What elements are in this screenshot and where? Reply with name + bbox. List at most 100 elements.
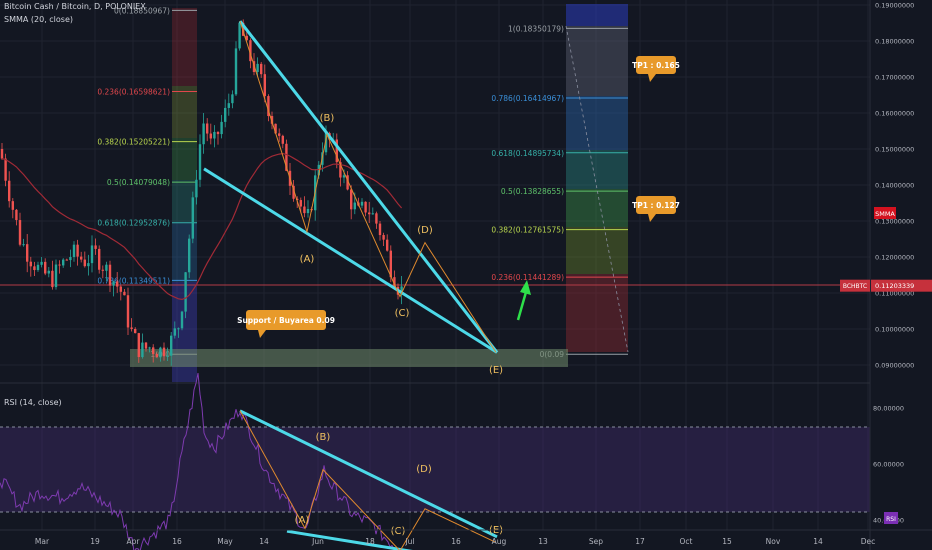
candle-body — [386, 239, 389, 251]
rsi-line — [0, 373, 397, 550]
candle-body — [159, 347, 162, 358]
fib-level-label: 0.382(0.12761575) — [491, 226, 564, 235]
current-price-value: 0.11203339 — [875, 282, 914, 290]
candle-body — [378, 223, 382, 236]
candle-body — [393, 277, 396, 287]
wave-label: (C) — [395, 308, 410, 319]
smma-line — [1, 152, 403, 301]
candle-body — [119, 286, 122, 292]
candle-body — [155, 353, 158, 358]
candle-body — [224, 107, 227, 122]
candle-body — [173, 328, 176, 336]
price-tick-label: 0.10000000 — [875, 326, 914, 334]
candle-body — [184, 272, 187, 312]
rsi-wedge-lower-line — [286, 529, 413, 550]
candle-body — [267, 96, 270, 117]
candle-body — [58, 264, 61, 266]
candle-body — [76, 244, 79, 257]
fib-zone — [566, 26, 628, 96]
candle-body — [126, 295, 130, 328]
wave-label: (B) — [320, 113, 335, 124]
candle-body — [15, 209, 18, 221]
candle-body — [360, 201, 364, 206]
candle-body — [98, 248, 101, 270]
candle-body — [335, 139, 338, 163]
candle-body — [256, 63, 259, 72]
current-price-tag — [871, 279, 932, 292]
callout-box — [636, 196, 676, 214]
price-tick-label: 0.16000000 — [875, 110, 914, 118]
candle-body — [238, 22, 241, 49]
candle-body — [270, 116, 274, 124]
smma-tag — [874, 207, 896, 219]
callout-text: TP1 : 0.165 — [632, 61, 680, 70]
candle-body — [242, 22, 245, 36]
candle-body — [195, 179, 198, 198]
candle-body — [191, 197, 194, 239]
fib-level-label: 0.618(0.12952876) — [97, 219, 170, 228]
x-tick-label: May — [217, 537, 233, 546]
candle-body — [371, 213, 374, 215]
candle-body — [44, 261, 47, 274]
candle-body — [353, 202, 356, 210]
candle-body — [375, 213, 378, 224]
x-tick-label: Jun — [311, 537, 324, 546]
candle-body — [90, 245, 94, 264]
rsi-legend: RSI (14, close) — [4, 398, 62, 407]
fib-zone — [172, 8, 197, 86]
price-tick-label: 0.17000000 — [875, 74, 914, 82]
candle-body — [47, 270, 50, 274]
candle-body — [299, 200, 302, 207]
candle-body — [389, 250, 392, 278]
price-tick-label: 0.13000000 — [875, 218, 914, 226]
rsi-band — [0, 427, 870, 512]
price-axis: 0.19000000 0.18000000 0.17000000 0.16000000… — [875, 2, 914, 370]
fib-level-label: 0.382(0.15205221) — [97, 138, 170, 147]
candle-body — [101, 269, 104, 271]
candle-body — [292, 185, 295, 199]
smma-legend: SMMA (20, close) — [4, 15, 74, 24]
rsi-wave-label: (D) — [416, 464, 432, 475]
fib-zone — [566, 227, 628, 274]
candle-body — [364, 201, 367, 213]
candle-body — [116, 281, 119, 287]
candle-body — [198, 144, 202, 180]
candle-body — [123, 291, 126, 296]
candle-body — [245, 35, 248, 41]
wave-label: (A) — [300, 254, 315, 265]
callout-box — [246, 310, 326, 330]
callout-box — [636, 56, 676, 74]
candle-body — [108, 264, 112, 286]
candle-body — [285, 143, 288, 171]
rsi-tag-text: RSI — [886, 516, 896, 523]
wedge-upper-line — [238, 20, 499, 354]
candle-body — [227, 103, 230, 108]
candle-body — [134, 328, 137, 334]
candle-body — [342, 175, 346, 178]
x-tick-label: 19 — [90, 537, 100, 546]
smma-tag-text: SMMA — [875, 210, 895, 218]
fib-level-label: 0.786(0.11349511) — [97, 276, 170, 285]
candle-body — [36, 264, 40, 271]
candle-body — [216, 131, 220, 135]
candle-body — [202, 123, 205, 145]
candle-body — [26, 244, 29, 262]
candle-body — [260, 63, 263, 75]
candle-body — [137, 333, 140, 358]
rsi-wave-path — [239, 410, 497, 550]
candle-body — [33, 266, 36, 271]
candle-body — [274, 123, 277, 134]
candle-body — [317, 164, 320, 176]
candle-body — [382, 235, 385, 240]
candle-body — [87, 263, 90, 267]
candle-body — [148, 347, 151, 349]
fib-zone — [172, 86, 197, 138]
wave-label: (D) — [417, 225, 433, 236]
candle-body — [263, 74, 266, 97]
wave-label: (E) — [489, 365, 503, 376]
price-tick-label: 0.18000000 — [875, 38, 914, 46]
callout-tail — [258, 330, 266, 338]
axis-tags: 0.11203339 BCHBTC SMMA RSI — [840, 207, 932, 524]
candle-body — [220, 121, 223, 135]
